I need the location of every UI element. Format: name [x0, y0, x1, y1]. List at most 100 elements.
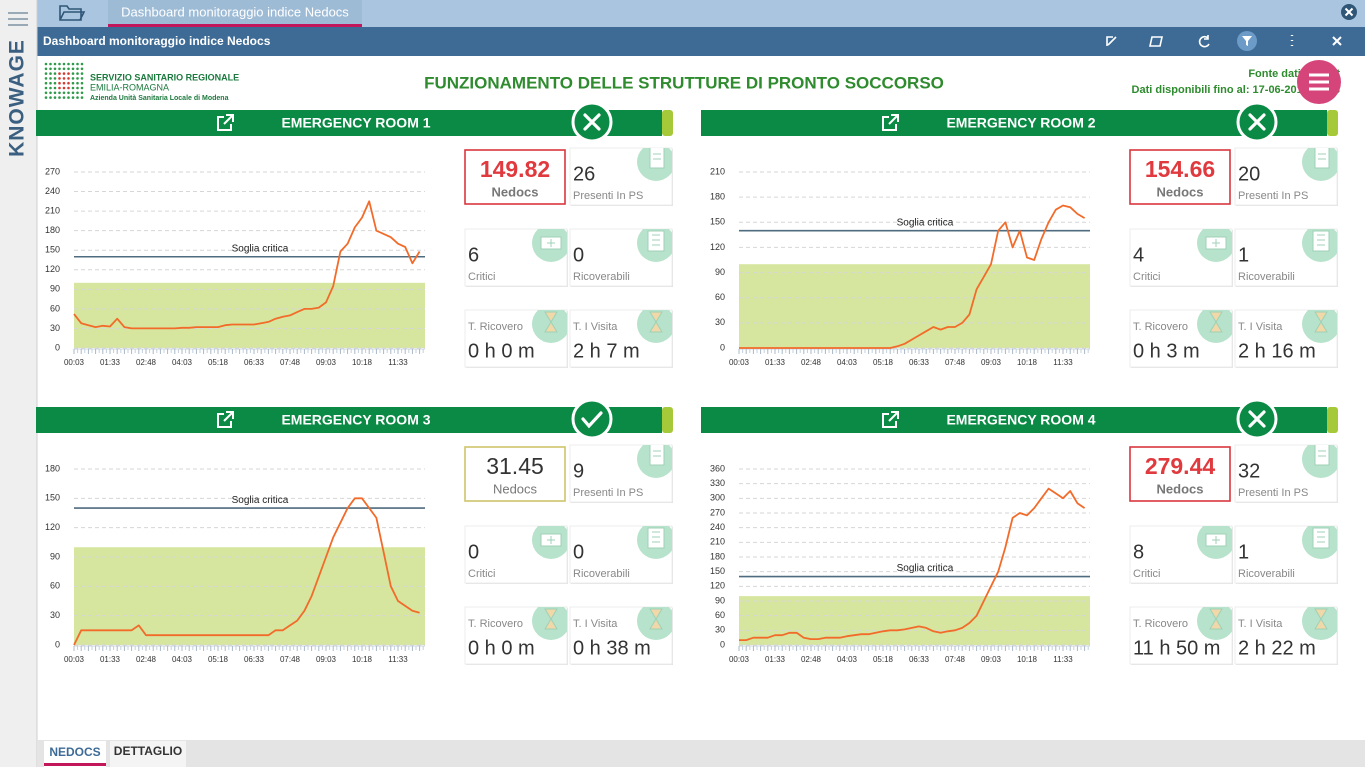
- y-tick-label: 30: [715, 625, 725, 635]
- logo-dot: [58, 67, 61, 71]
- x-tick-label: 11:33: [1053, 655, 1073, 664]
- logo-dot: [44, 67, 48, 71]
- x-tick-label: 04:03: [837, 655, 858, 664]
- logo-dot: [76, 72, 79, 75]
- logo-dot: [58, 72, 61, 75]
- x-tick-label: 04:03: [172, 655, 193, 664]
- logo-dot: [58, 96, 61, 99]
- open-link-icon[interactable]: [882, 114, 899, 131]
- menu-button[interactable]: [8, 12, 28, 26]
- logo-dot: [62, 77, 66, 80]
- kpi-label: Critici: [1133, 568, 1161, 580]
- room-title: EMERGENCY ROOM 1: [281, 115, 430, 131]
- open-link-icon[interactable]: [217, 114, 234, 131]
- kpi-value: 0: [573, 541, 584, 563]
- logo-dot: [53, 72, 57, 75]
- sheet-tab-label: DETTAGLIO: [114, 744, 182, 758]
- open-link-icon[interactable]: [882, 411, 899, 428]
- target-band: [74, 282, 425, 348]
- y-tick-label: 180: [710, 192, 725, 202]
- room-panel: EMERGENCY ROOM 4 0 30 60 90 120 150 180 210 240 27…: [701, 398, 1338, 665]
- x-tick-label: 10:18: [352, 655, 373, 664]
- series-line: [73, 200, 421, 330]
- rooms: EMERGENCY ROOM 1030609012015018021024027…: [36, 101, 1338, 665]
- kpi-icon-glyph: [649, 148, 665, 169]
- logo-dot: [71, 96, 75, 99]
- kpi-icon-glyph: [1314, 148, 1330, 169]
- sheet-tab-label: NEDOCS: [49, 745, 100, 759]
- kpi-value: 11 h 50 m: [1133, 637, 1220, 659]
- logo-dot: [71, 67, 75, 71]
- x-tick-label: 00:03: [729, 655, 750, 664]
- book-button[interactable]: [1149, 36, 1163, 47]
- y-tick-label: 60: [50, 581, 60, 591]
- edit-button[interactable]: [1106, 36, 1117, 46]
- kpi-label: Critici: [1133, 271, 1161, 283]
- room-header: [701, 407, 1327, 433]
- kpi-label: Ricoverabili: [573, 271, 630, 283]
- kpi-value: 0 h 0 m: [468, 340, 535, 362]
- x-tick-label: 11:33: [388, 358, 408, 367]
- room-header: [701, 110, 1327, 136]
- y-tick-label: 150: [710, 217, 725, 227]
- kpi-icon-glyph: [1205, 533, 1227, 547]
- y-tick-label: 150: [710, 566, 725, 576]
- kpi-icon: [637, 607, 672, 640]
- x-tick-label: 10:18: [1017, 358, 1038, 367]
- x-tick-label: 02:48: [801, 358, 822, 367]
- kpi-icon: [1197, 526, 1232, 559]
- kpi-icon-glyph: [1314, 445, 1330, 466]
- kpi-value: 26: [573, 163, 595, 185]
- document-tab[interactable]: [108, 0, 362, 27]
- logo-dot: [49, 86, 52, 90]
- nedocs-label: Nedocs: [492, 184, 539, 199]
- kpi-icon: [1197, 310, 1232, 343]
- kpi-value: 20: [1238, 163, 1260, 185]
- nedocs-box: [464, 446, 566, 502]
- sheet-tab[interactable]: [110, 741, 186, 767]
- nedocs-value: 149.82: [480, 156, 550, 182]
- logo-dot: [62, 72, 66, 75]
- kpi-icon-glyph: [647, 527, 665, 549]
- folder-icon[interactable]: [59, 5, 86, 21]
- logo-dot: [53, 96, 57, 99]
- logo-dot: [62, 86, 66, 90]
- room-title: EMERGENCY ROOM 4: [946, 412, 1095, 428]
- logo-dot: [71, 77, 75, 80]
- y-tick-label: 150: [45, 493, 60, 503]
- kpi-value: 9: [573, 460, 584, 482]
- kpi-value: 0 h 0 m: [468, 637, 535, 659]
- kpi-icon: [532, 607, 567, 640]
- y-tick-label: 210: [710, 537, 725, 547]
- kpi-icon-glyph: [540, 236, 562, 250]
- open-link-icon[interactable]: [217, 411, 234, 428]
- nedocs-value: 154.66: [1145, 156, 1215, 182]
- room-title: EMERGENCY ROOM 2: [946, 115, 1095, 131]
- series-line: [73, 497, 420, 646]
- kpi-label: T. Ricovero: [1133, 618, 1188, 630]
- close-button[interactable]: [1332, 36, 1342, 46]
- logo-dot: [71, 72, 75, 75]
- logo-dot: [80, 62, 84, 66]
- kpi-value: 0 h 38 m: [573, 637, 651, 659]
- nedocs-label: Nedocs: [493, 481, 538, 496]
- kpi-label: T. Ricovero: [468, 321, 523, 333]
- logo-dot: [44, 86, 48, 90]
- status-glyph: [581, 411, 603, 429]
- logo-dot: [49, 67, 52, 71]
- kpi-icon-glyph: [649, 311, 663, 333]
- logo-dot: [53, 86, 57, 90]
- kpi-label: T. I Visita: [573, 618, 618, 630]
- kpi-icon: [637, 310, 672, 343]
- kpi-icon: [637, 229, 672, 262]
- logo-dot: [44, 96, 48, 99]
- x-tick-label: 09:03: [981, 358, 1002, 367]
- y-tick-label: 330: [710, 478, 725, 488]
- nedocs-box: [464, 149, 566, 205]
- sheet-tab[interactable]: [44, 741, 106, 767]
- refresh-button[interactable]: [1198, 35, 1210, 48]
- kpi-icon-glyph: [649, 608, 663, 630]
- logo-dot: [76, 86, 79, 90]
- kpi-label: Presenti In PS: [1238, 190, 1308, 202]
